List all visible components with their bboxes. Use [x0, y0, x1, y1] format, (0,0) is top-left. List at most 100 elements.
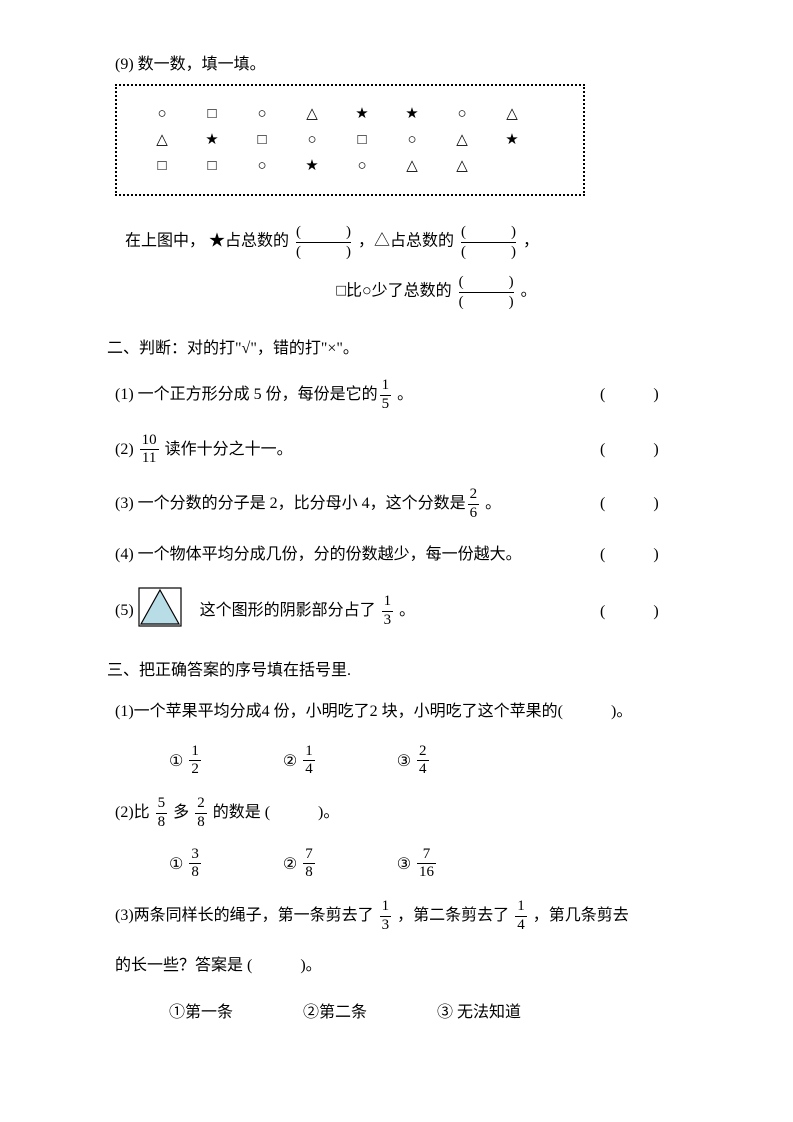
text: (3) 一个分数的分子是 2，比分母小 4，这个分数是	[115, 495, 466, 512]
shape-box: ○ □ ○ △ ★ ★ ○ △ △ ★ □ ○ □ ○ △ ★ □ □ ○ ★ …	[115, 84, 585, 196]
shape-cell: □	[153, 156, 171, 176]
denominator: 11	[140, 451, 159, 467]
fraction-bar	[461, 242, 516, 243]
numerator: 7	[303, 847, 315, 863]
fraction: 78	[303, 847, 315, 882]
fraction: 38	[189, 847, 201, 882]
shape-cell: △	[453, 130, 471, 150]
numerator-blank: ( )	[459, 274, 514, 291]
numerator: 1	[189, 744, 201, 760]
section-3-heading: 三、把正确答案的序号填在括号里.	[107, 656, 678, 680]
answer-paren: ( )	[600, 437, 678, 463]
denominator: 6	[468, 506, 480, 522]
text: □比○少了总数的	[336, 283, 455, 300]
text: 。	[395, 602, 415, 619]
numerator: 1	[303, 744, 315, 760]
shape-cell: ★	[353, 104, 371, 124]
fraction: 14	[515, 899, 527, 934]
denominator: 8	[195, 815, 207, 831]
q9-title: (9) 数一数，填一填。	[115, 50, 678, 74]
question-text: (5) 这个图形的阴影部分占了 13 。	[115, 587, 600, 636]
denominator: 3	[382, 613, 394, 629]
question-text: (4) 一个物体平均分成几份，分的份数越少，每一份越大。	[115, 542, 600, 568]
fraction: 15	[380, 378, 392, 413]
option-1: ①第一条	[169, 998, 233, 1022]
text: (5)	[115, 602, 138, 619]
triangle-icon	[138, 587, 182, 636]
text: (2)	[115, 440, 138, 457]
question-text: (3) 一个分数的分子是 2，比分母小 4，这个分数是26 。	[115, 487, 600, 522]
s2-q1: (1) 一个正方形分成 5 份，每份是它的15 。 ( )	[115, 378, 678, 413]
numerator: 1	[380, 378, 392, 394]
answer-paren: ( )	[600, 382, 678, 408]
fraction: 14	[303, 744, 315, 779]
shape-cell	[503, 156, 521, 176]
shape-cell: △	[503, 104, 521, 124]
fraction: 13	[380, 899, 392, 934]
shape-cell: △	[403, 156, 421, 176]
option-label: ①	[169, 854, 183, 874]
option-label: ①	[169, 751, 183, 771]
fraction: 28	[195, 796, 207, 831]
option-label: ③	[397, 751, 411, 771]
numerator: 10	[140, 433, 159, 449]
numerator: 5	[156, 796, 168, 812]
s3-q1-options: ① 12 ② 14 ③ 24	[169, 744, 678, 779]
option-1: ① 1 2	[169, 744, 203, 779]
option-label: ③	[397, 854, 411, 874]
text: 。	[521, 283, 537, 300]
numerator: 1	[515, 899, 527, 915]
shape-row-2: △ ★ □ ○ □ ○ △ ★	[141, 130, 559, 150]
shape-cell: ○	[153, 104, 171, 124]
numerator: 2	[195, 796, 207, 812]
q9-fill-line-1: 在上图中， ★占总数的 ( ) ( ) ，△占总数的 ( ) ( ) ，	[125, 224, 678, 260]
fraction: 1011	[140, 433, 159, 468]
text: ，第几条剪去	[529, 907, 629, 924]
shape-cell: △	[153, 130, 171, 150]
text: 的数是 ( )。	[209, 804, 340, 821]
denominator: 5	[380, 397, 392, 413]
q9-fill-line-2: □比○少了总数的 ( ) ( ) 。	[195, 274, 678, 310]
denominator: 8	[156, 815, 168, 831]
option-3: ③ 无法知道	[437, 998, 521, 1022]
text: 。	[393, 386, 413, 403]
denominator: 3	[380, 918, 392, 934]
shape-cell: ○	[253, 156, 271, 176]
answer-paren: ( )	[600, 491, 678, 517]
shape-row-3: □ □ ○ ★ ○ △ △	[141, 156, 559, 176]
text: ，第二条剪去了	[393, 907, 513, 924]
text: 。	[481, 495, 501, 512]
option-3: ③ 24	[397, 744, 431, 779]
s3-q3-options: ①第一条 ②第二条 ③ 无法知道	[169, 998, 678, 1022]
text: 读作十分之十一。	[161, 440, 293, 457]
denominator: 2	[189, 762, 201, 778]
denominator: 4	[515, 918, 527, 934]
s2-q3: (3) 一个分数的分子是 2，比分母小 4，这个分数是26 。 ( )	[115, 487, 678, 522]
question-text: (2) 1011 读作十分之十一。	[115, 433, 600, 468]
shape-cell: □	[203, 104, 221, 124]
shape-cell: □	[203, 156, 221, 176]
denominator: 4	[417, 762, 429, 778]
text: ，	[523, 233, 539, 250]
fraction: 26	[468, 487, 480, 522]
fraction: 716	[417, 847, 436, 882]
numerator: 1	[380, 899, 392, 915]
fraction-bar	[459, 292, 514, 293]
fraction-blank: ( ) ( )	[461, 224, 516, 260]
shape-cell: ○	[453, 104, 471, 124]
shape-cell: ○	[253, 104, 271, 124]
page-root: (9) 数一数，填一填。 ○ □ ○ △ ★ ★ ○ △ △ ★ □ ○ □ ○…	[0, 0, 793, 1080]
denominator: 4	[303, 762, 315, 778]
option-2: ② 78	[283, 847, 317, 882]
shape-cell: △	[453, 156, 471, 176]
numerator-blank: ( )	[296, 224, 351, 241]
s2-q2: (2) 1011 读作十分之十一。 ( )	[115, 433, 678, 468]
numerator: 1	[382, 594, 394, 610]
fraction-bar	[296, 242, 351, 243]
text: (2)比	[115, 804, 154, 821]
denominator: 16	[417, 865, 436, 881]
numerator: 7	[417, 847, 436, 863]
option-2: ② 14	[283, 744, 317, 779]
denominator-blank: ( )	[296, 244, 351, 261]
shape-cell: □	[353, 130, 371, 150]
